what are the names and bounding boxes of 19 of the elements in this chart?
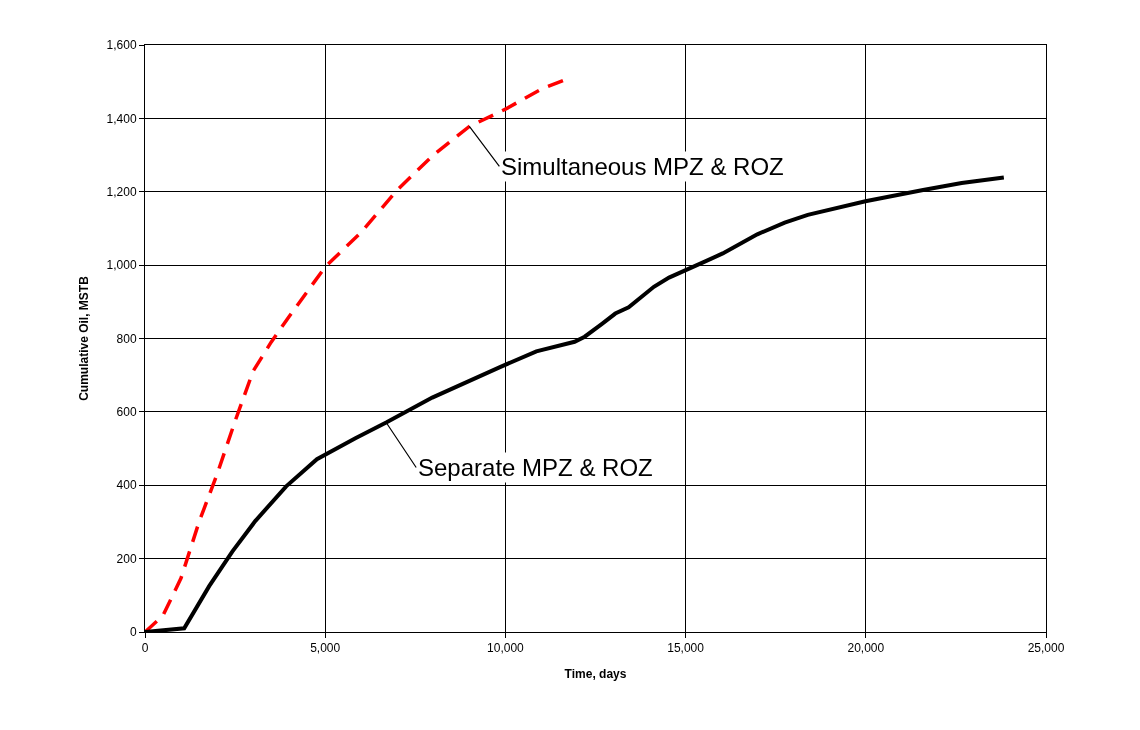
x-axis-title: Time, days	[564, 667, 627, 682]
y-tick-label: 1,400	[106, 111, 137, 126]
y-tick-label: 800	[116, 331, 137, 346]
y-tick-label: 1,000	[106, 258, 137, 273]
x-tick-label: 0	[141, 641, 149, 656]
y-tick-label: 600	[116, 405, 137, 420]
y-tick-label: 0	[129, 625, 137, 640]
y-tick-label: 200	[116, 551, 137, 566]
annotation: Separate MPZ & ROZ	[418, 454, 653, 481]
x-tick-label: 10,000	[487, 641, 525, 656]
annotation: Simultaneous MPZ & ROZ	[501, 153, 784, 180]
y-tick-label: 400	[116, 478, 137, 493]
y-axis-title: Cumulative Oil, MSTB	[76, 275, 91, 401]
x-tick-label: 20,000	[847, 641, 885, 656]
x-tick-label: 5,000	[310, 641, 341, 656]
y-tick-label: 1,600	[106, 38, 137, 53]
y-tick-label: 1,200	[106, 184, 137, 199]
x-tick-label: 25,000	[1027, 641, 1065, 656]
x-tick-label: 15,000	[667, 641, 705, 656]
